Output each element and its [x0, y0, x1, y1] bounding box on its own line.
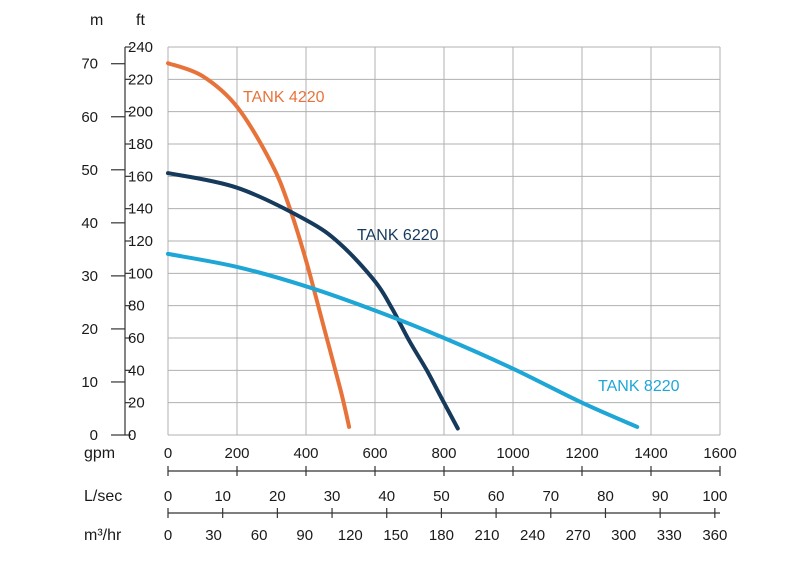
y2-tick-label: 60 — [81, 109, 98, 126]
series-label-tank-6220: TANK 6220 — [357, 227, 439, 244]
x3-tick-label: 270 — [566, 527, 591, 544]
x2-tick-label: 50 — [433, 488, 450, 505]
x2-tick-label: 70 — [542, 488, 559, 505]
x2-tick-label: 0 — [164, 488, 172, 505]
x-axis-gpm: 0 200 400 600 800 1000 1200 1400 1600 — [164, 445, 737, 476]
x3-tick-label: 30 — [205, 527, 222, 544]
x3-tick-label: 360 — [702, 527, 727, 544]
y2-tick-label: 10 — [81, 374, 98, 391]
x2-tick-label: 30 — [324, 488, 341, 505]
x-tick-label: 400 — [293, 445, 318, 462]
y2-tick-label: 50 — [81, 162, 98, 179]
x2-tick-label: 40 — [378, 488, 395, 505]
y2-tick-label: 30 — [81, 268, 98, 285]
x2-tick-label: 20 — [269, 488, 286, 505]
y-tick-label: 240 — [128, 39, 153, 56]
y-tick-label: 200 — [128, 104, 153, 121]
y2-tick-label: 40 — [81, 215, 98, 232]
y2-tick-label: 20 — [81, 321, 98, 338]
y-tick-label: 160 — [128, 168, 153, 185]
x-unit-label-m3hr: m³/hr — [84, 527, 122, 544]
curve-tank-4220 — [166, 61, 352, 429]
x3-tick-label: 60 — [251, 527, 268, 544]
x-unit-label-lsec: L/sec — [84, 488, 122, 505]
x-axis-m3hr: 0 30 60 90 120 150 180 210 240 270 300 330 360 — [164, 527, 728, 544]
series-label-tank-4220: TANK 4220 — [243, 89, 325, 106]
y-tick-label: 140 — [128, 201, 153, 218]
x3-tick-label: 0 — [164, 527, 172, 544]
x3-tick-label: 90 — [296, 527, 313, 544]
y2-unit-label: m — [90, 12, 103, 29]
x2-tick-label: 100 — [702, 488, 727, 505]
x-tick-label: 1600 — [703, 445, 736, 462]
curve-tank-8220 — [166, 251, 640, 429]
x-tick-label: 1400 — [634, 445, 667, 462]
x3-tick-label: 240 — [520, 527, 545, 544]
x-tick-label: 600 — [362, 445, 387, 462]
x3-tick-label: 120 — [338, 527, 363, 544]
x-tick-label: 1200 — [565, 445, 598, 462]
curve-tank-6220 — [166, 171, 460, 431]
pump-curves — [166, 61, 640, 431]
x-unit-label-gpm: gpm — [84, 445, 115, 462]
x2-tick-label: 90 — [652, 488, 669, 505]
series-label-tank-8220: TANK 8220 — [598, 378, 680, 395]
x-axis-lsec: 0 10 20 30 40 50 60 70 80 90 100 — [164, 488, 727, 518]
y-tick-label: 0 — [128, 427, 136, 444]
y-tick-label: 40 — [128, 362, 145, 379]
y-tick-label: 100 — [128, 265, 153, 282]
y2-tick-label: 0 — [90, 427, 98, 444]
y-tick-label: 180 — [128, 136, 153, 153]
x-tick-label: 0 — [164, 445, 172, 462]
y-tick-label: 80 — [128, 298, 145, 315]
y-axis-m: 0 10 20 30 40 50 60 70 — [81, 56, 125, 444]
x2-tick-label: 80 — [597, 488, 614, 505]
x3-tick-label: 210 — [474, 527, 499, 544]
x-tick-label: 1000 — [496, 445, 529, 462]
y2-tick-label: 70 — [81, 56, 98, 73]
x-tick-label: 200 — [224, 445, 249, 462]
x3-tick-label: 150 — [383, 527, 408, 544]
x3-tick-label: 180 — [429, 527, 454, 544]
x2-tick-label: 60 — [488, 488, 505, 505]
y-tick-label: 60 — [128, 330, 145, 347]
series-labels: TANK 4220 TANK 6220 TANK 8220 — [243, 89, 680, 395]
x2-tick-label: 10 — [214, 488, 231, 505]
y-tick-label: 120 — [128, 233, 153, 250]
x3-tick-label: 300 — [611, 527, 636, 544]
y-tick-label: 220 — [128, 71, 153, 88]
y-unit-label: ft — [136, 12, 145, 29]
y-axis-ft: 0 20 40 60 80 100 120 140 160 180 200 220 240 — [124, 39, 153, 444]
x3-tick-label: 330 — [657, 527, 682, 544]
x-tick-label: 800 — [431, 445, 456, 462]
y-tick-label: 20 — [128, 395, 145, 412]
